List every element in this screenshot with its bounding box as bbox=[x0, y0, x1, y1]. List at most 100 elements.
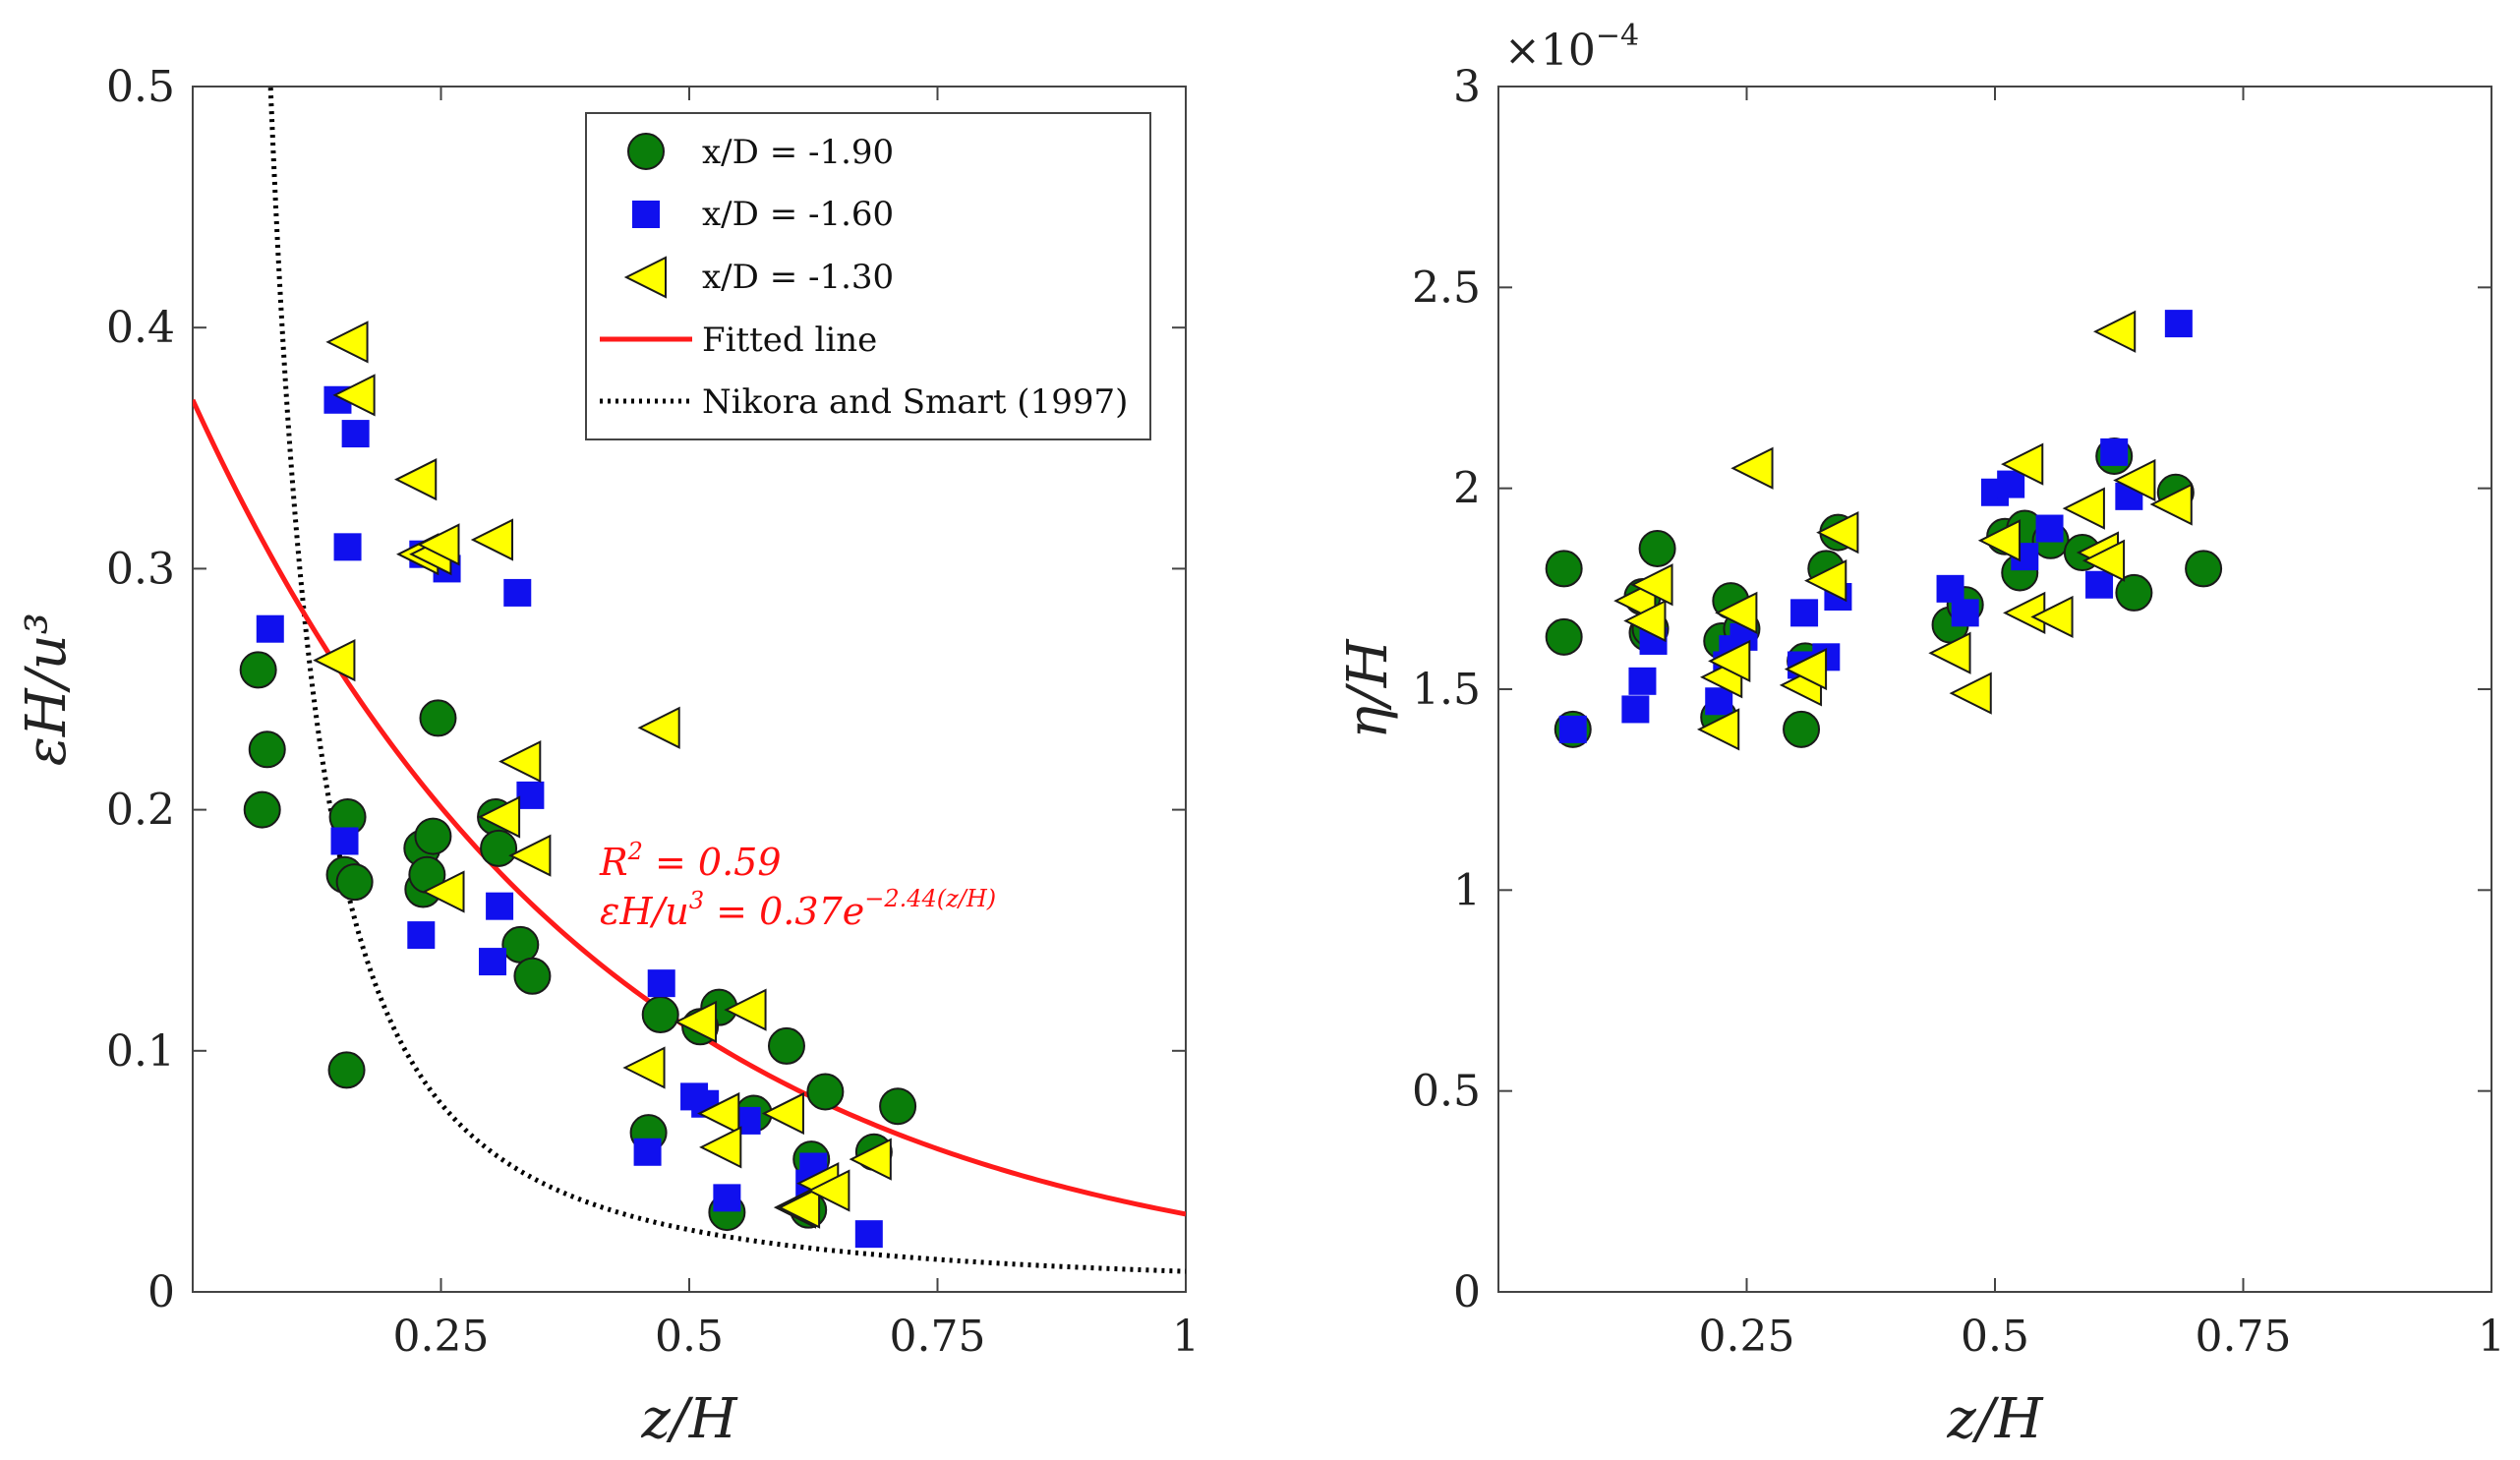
left-ticks: 0.25 0.5 0.75 1 0 0.1 0.2 0.3 0.4 0.5 bbox=[106, 62, 1200, 1362]
data-point-triangle-left bbox=[313, 638, 356, 682]
data-point-square bbox=[1997, 470, 2025, 498]
data-point-circle bbox=[327, 1051, 366, 1089]
data-point-square bbox=[256, 614, 284, 643]
data-point-square bbox=[479, 948, 507, 976]
data-point-triangle-left bbox=[1630, 563, 1673, 607]
right-x-tick-label: 0.75 bbox=[2196, 1312, 2292, 1362]
data-point-triangle-left bbox=[2001, 442, 2044, 486]
right-plot-area bbox=[1497, 86, 2492, 1293]
legend-label-5: Nikora and Smart (1997) bbox=[702, 382, 1128, 422]
left-y-tick-label: 0.5 bbox=[106, 62, 175, 112]
data-point-square bbox=[486, 892, 514, 920]
data-point-circle bbox=[513, 957, 552, 995]
data-point-triangle-left bbox=[1949, 672, 1992, 715]
data-point-triangle-left bbox=[699, 1126, 742, 1169]
data-point-circle bbox=[1545, 617, 1583, 656]
right-y-tick-label: 2 bbox=[1453, 464, 1481, 514]
left-y-tick-label: 0.2 bbox=[106, 786, 175, 836]
left-y-tick-label: 0.1 bbox=[106, 1026, 175, 1077]
data-point-square bbox=[2085, 570, 2114, 599]
right-x-tick-label: 0.5 bbox=[1961, 1312, 2029, 1362]
data-point-triangle-left bbox=[1696, 708, 1740, 751]
data-point-triangle-left bbox=[470, 518, 514, 561]
data-point-triangle-left bbox=[807, 1169, 850, 1212]
left-chart: 0.25 0.5 0.75 1 0 0.1 0.2 0.3 0.4 0.5 z/H εH/u³ R… bbox=[15, 62, 1200, 1451]
data-point-square bbox=[633, 1138, 662, 1166]
left-points bbox=[239, 321, 917, 1249]
right-x-axis-label: z/H bbox=[1946, 1387, 2043, 1451]
legend: x/D = -1.90 x/D = -1.60 x/D = -1.30 Fitt… bbox=[585, 112, 1151, 440]
data-point-square bbox=[330, 827, 359, 855]
data-point-square bbox=[854, 1220, 883, 1249]
data-point-square bbox=[2035, 514, 2064, 543]
data-point-circle bbox=[767, 1026, 805, 1065]
legend-marker-triangle bbox=[623, 256, 667, 299]
left-x-tick-label: 0.25 bbox=[393, 1312, 490, 1362]
right-y-tick-label: 1.5 bbox=[1412, 665, 1481, 715]
data-point-square bbox=[1621, 695, 1650, 724]
data-point-circle bbox=[1783, 710, 1821, 748]
data-point-circle bbox=[641, 996, 679, 1034]
legend-label-3: x/D = -1.30 bbox=[702, 258, 894, 297]
legend-box bbox=[585, 112, 1151, 440]
data-point-circle bbox=[1545, 550, 1583, 588]
legend-label-1: x/D = -1.90 bbox=[702, 133, 894, 172]
data-point-triangle-left bbox=[477, 795, 521, 839]
right-y-tick-label: 2.5 bbox=[1412, 263, 1481, 313]
data-point-circle bbox=[806, 1073, 845, 1111]
data-point-triangle-left bbox=[2081, 539, 2126, 582]
data-point-square bbox=[407, 921, 436, 950]
y-exponent-label: ×10−4 bbox=[1504, 19, 1639, 76]
data-point-triangle-left bbox=[1816, 511, 1859, 555]
data-point-triangle-left bbox=[637, 706, 680, 749]
right-x-tick-label: 0.25 bbox=[1699, 1312, 1795, 1362]
data-point-circle bbox=[243, 790, 281, 829]
data-point-square bbox=[1558, 715, 1587, 743]
data-point-triangle-left bbox=[2113, 458, 2156, 502]
data-point-circle bbox=[501, 925, 540, 964]
data-point-square bbox=[713, 1184, 741, 1212]
data-point-circle bbox=[2185, 550, 2223, 588]
fit-equation-annotation: εH/u3 = 0.37e−2.44(z/H) bbox=[600, 885, 996, 933]
data-point-square bbox=[2164, 310, 2193, 338]
data-point-triangle-left bbox=[1730, 446, 1774, 490]
data-point-triangle-left bbox=[777, 1186, 821, 1229]
data-point-circle bbox=[239, 651, 277, 689]
data-point-triangle-left bbox=[724, 988, 767, 1031]
left-y-tick-label: 0.4 bbox=[106, 303, 175, 353]
data-point-circle bbox=[414, 817, 452, 855]
data-point-circle bbox=[248, 730, 286, 769]
right-points bbox=[1545, 310, 2223, 751]
legend-label-4: Fitted line bbox=[702, 321, 877, 360]
data-point-circle bbox=[1638, 529, 1676, 567]
r2-lhs: R bbox=[599, 841, 628, 884]
data-point-square bbox=[1951, 599, 1979, 627]
left-x-axis-label: z/H bbox=[640, 1387, 737, 1451]
data-point-square bbox=[1790, 599, 1819, 627]
data-point-triangle-left bbox=[674, 1000, 718, 1043]
legend-label-2: x/D = -1.60 bbox=[702, 195, 894, 234]
data-point-square bbox=[333, 533, 362, 561]
data-point-triangle-left bbox=[1708, 639, 1751, 683]
data-point-square bbox=[1705, 687, 1733, 716]
r2-sup: 2 bbox=[627, 838, 643, 865]
data-point-triangle-left bbox=[2062, 487, 2105, 530]
left-y-axis-label: εH/u³ bbox=[15, 613, 79, 766]
data-point-triangle-left bbox=[622, 1046, 666, 1089]
data-point-triangle-left bbox=[1804, 559, 1847, 603]
eq-lhs: εH/u bbox=[600, 890, 689, 933]
left-x-tick-label: 0.75 bbox=[890, 1312, 986, 1362]
right-y-tick-label: 0.5 bbox=[1412, 1067, 1481, 1117]
right-y-axis-label: η/H bbox=[1336, 638, 1400, 738]
r-squared-annotation: R2 = 0.59 bbox=[599, 838, 782, 884]
right-y-tick-label: 3 bbox=[1453, 62, 1481, 112]
data-point-square bbox=[647, 969, 675, 998]
right-y-tick-label: 1 bbox=[1453, 865, 1481, 915]
data-point-triangle-left bbox=[498, 739, 542, 784]
left-x-tick-label: 0.5 bbox=[655, 1312, 724, 1362]
data-point-triangle-left bbox=[508, 834, 552, 877]
data-point-triangle-left bbox=[1715, 591, 1758, 634]
data-point-triangle-left bbox=[332, 374, 376, 417]
legend-marker-square bbox=[632, 201, 660, 228]
data-point-circle bbox=[2115, 573, 2153, 612]
